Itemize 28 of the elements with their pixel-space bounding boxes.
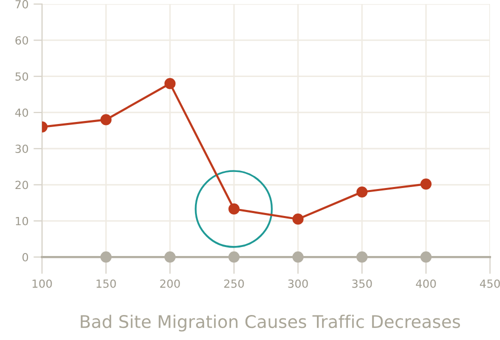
x-tick-label: 100 <box>32 279 52 288</box>
y-tick-label: 10 <box>16 216 28 226</box>
y-tick-label: 70 <box>16 0 28 8</box>
x-tick-label: 350 <box>352 279 372 288</box>
y-tick-label: 20 <box>15 180 28 190</box>
y-tick-label: 0 <box>22 253 28 262</box>
point <box>228 251 240 263</box>
y-tick-label: 30 <box>16 144 28 154</box>
point <box>164 251 176 263</box>
x-tick-label: 150 <box>96 279 116 288</box>
point <box>356 251 368 263</box>
x-tick-label: 200 <box>160 279 180 288</box>
y-tick-label: 60 <box>15 36 28 45</box>
point <box>420 178 432 190</box>
point <box>292 251 304 263</box>
y-tick-label: 40 <box>15 108 28 117</box>
x-tick-label: 400 <box>416 279 436 288</box>
x-tick-label: 250 <box>224 279 244 288</box>
text: Bad Site Migration Causes Traffic Decreases <box>80 314 460 332</box>
y-tick-label: 50 <box>16 72 28 81</box>
point <box>100 114 112 126</box>
point <box>356 186 368 198</box>
point <box>100 251 112 263</box>
x-tick-label: 300 <box>288 279 308 288</box>
x-tick-label: 450 <box>480 279 500 288</box>
point <box>164 78 176 90</box>
point <box>420 251 432 263</box>
point <box>292 214 304 225</box>
